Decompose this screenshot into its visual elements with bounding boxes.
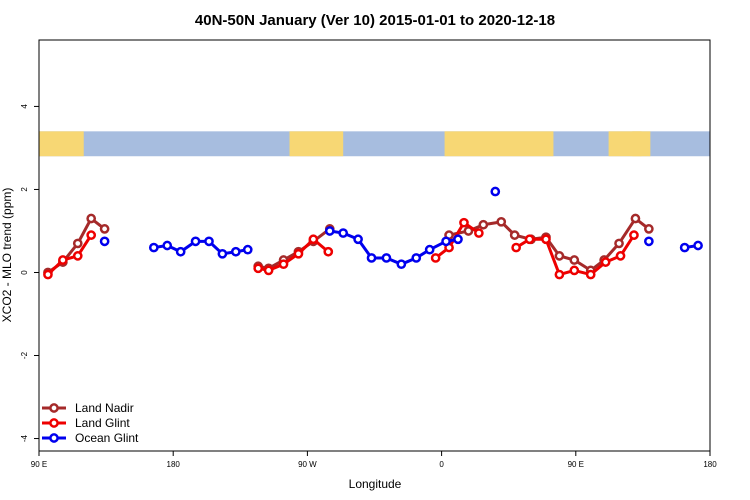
data-point-ocean-glint xyxy=(381,253,392,263)
data-point-land-glint xyxy=(253,263,264,274)
data-point-land-glint xyxy=(541,234,551,245)
series-line-land-nadir xyxy=(257,227,331,270)
data-point-ocean-glint xyxy=(453,234,463,245)
data-point-land-nadir xyxy=(72,238,83,249)
x-tick-label: 90 E xyxy=(568,460,584,469)
y-tick-label: -4 xyxy=(20,434,29,442)
data-point-land-glint xyxy=(459,217,469,228)
data-point-land-nadir xyxy=(478,219,489,230)
data-point-ocean-glint xyxy=(162,240,173,251)
x-tick-label: 90 E xyxy=(31,460,47,469)
data-point-land-glint xyxy=(474,228,484,238)
data-point-ocean-glint xyxy=(693,240,703,251)
data-point-land-glint xyxy=(524,234,535,245)
map-landmass xyxy=(289,131,344,157)
data-point-land-glint xyxy=(511,242,522,253)
data-point-land-nadir xyxy=(644,224,654,234)
legend-marker xyxy=(49,403,59,413)
data-point-ocean-glint xyxy=(242,244,253,255)
y-axis-label: XCO2 - MLO trend (ppm) xyxy=(0,188,14,323)
series-line-ocean-glint xyxy=(329,229,459,266)
map-landmass xyxy=(39,131,84,157)
data-point-ocean-glint xyxy=(396,259,407,270)
data-point-land-glint xyxy=(86,230,97,240)
data-point-land-glint xyxy=(43,269,53,280)
world-map-strip xyxy=(39,131,710,157)
series-land-nadir xyxy=(43,213,654,278)
legend-marker xyxy=(49,418,59,428)
legend-item-ocean-glint: Ocean Glint xyxy=(42,431,139,445)
plot-frame xyxy=(38,39,711,452)
data-point-land-nadir xyxy=(614,238,624,249)
data-point-ocean-glint xyxy=(148,242,159,253)
data-point-land-nadir xyxy=(509,230,520,240)
series-land-glint xyxy=(43,217,639,280)
data-point-land-glint xyxy=(263,265,274,276)
x-tick-label: 180 xyxy=(167,460,181,469)
map-ocean xyxy=(39,131,710,157)
data-point-land-glint xyxy=(58,255,68,265)
x-axis-label: Longitude xyxy=(349,477,402,491)
data-point-land-nadir xyxy=(86,213,97,224)
legend-item-land-nadir: Land Nadir xyxy=(42,401,134,415)
data-point-ocean-glint xyxy=(490,186,501,197)
data-point-land-glint xyxy=(600,257,611,267)
y-tick-label: 4 xyxy=(20,104,29,109)
x-axis: 90 E 180 90 W 0 90 E 180 xyxy=(31,451,717,469)
data-point-ocean-glint xyxy=(190,236,201,247)
data-point-ocean-glint xyxy=(324,226,335,236)
data-point-land-nadir xyxy=(554,251,565,261)
y-tick-label: -2 xyxy=(20,351,29,359)
series-ocean-glint xyxy=(99,186,703,270)
y-tick-label: 0 xyxy=(20,270,29,275)
chart-title: 40N-50N January (Ver 10) 2015-01-01 to 2… xyxy=(195,12,555,29)
data-point-land-nadir xyxy=(630,213,641,224)
y-axis: -4 -2 0 2 4 xyxy=(20,104,39,442)
data-point-land-glint xyxy=(629,230,639,240)
data-point-ocean-glint xyxy=(338,228,349,238)
data-point-land-glint xyxy=(569,265,580,276)
data-point-ocean-glint xyxy=(175,246,186,257)
data-point-ocean-glint xyxy=(99,236,110,247)
data-point-ocean-glint xyxy=(441,236,451,247)
data-point-ocean-glint xyxy=(411,253,422,263)
data-point-ocean-glint xyxy=(424,244,435,255)
data-point-land-nadir xyxy=(496,216,507,227)
data-point-ocean-glint xyxy=(679,242,690,253)
legend-item-land-glint: Land Glint xyxy=(42,416,130,430)
data-point-ocean-glint xyxy=(353,234,363,245)
legend-marker xyxy=(49,433,59,443)
data-point-land-nadir xyxy=(99,224,110,234)
legend-label: Land Glint xyxy=(75,416,130,430)
series-layer xyxy=(43,186,703,280)
data-point-ocean-glint xyxy=(217,248,228,259)
legend-label: Land Nadir xyxy=(75,401,134,415)
x-tick-label: 180 xyxy=(703,460,717,469)
data-point-land-glint xyxy=(293,248,304,259)
map-landmass xyxy=(632,131,651,157)
data-point-ocean-glint xyxy=(366,253,377,263)
x-tick-label: 0 xyxy=(439,460,444,469)
data-point-land-glint xyxy=(323,246,334,257)
data-point-land-glint xyxy=(278,259,289,270)
legend-label: Ocean Glint xyxy=(75,431,139,445)
data-point-ocean-glint xyxy=(230,246,241,257)
data-point-land-glint xyxy=(554,269,565,280)
data-point-ocean-glint xyxy=(644,236,654,247)
data-point-land-glint xyxy=(308,234,319,245)
data-point-ocean-glint xyxy=(204,236,214,247)
map-landmass xyxy=(444,131,554,157)
y-tick-label: 2 xyxy=(20,187,29,192)
data-point-land-glint xyxy=(615,251,626,261)
data-point-land-nadir xyxy=(569,255,580,265)
x-tick-label: 90 W xyxy=(298,460,317,469)
data-point-land-glint xyxy=(430,253,441,263)
data-point-land-glint xyxy=(585,269,596,280)
series-line-land-glint xyxy=(46,234,93,276)
data-point-land-glint xyxy=(72,251,83,261)
